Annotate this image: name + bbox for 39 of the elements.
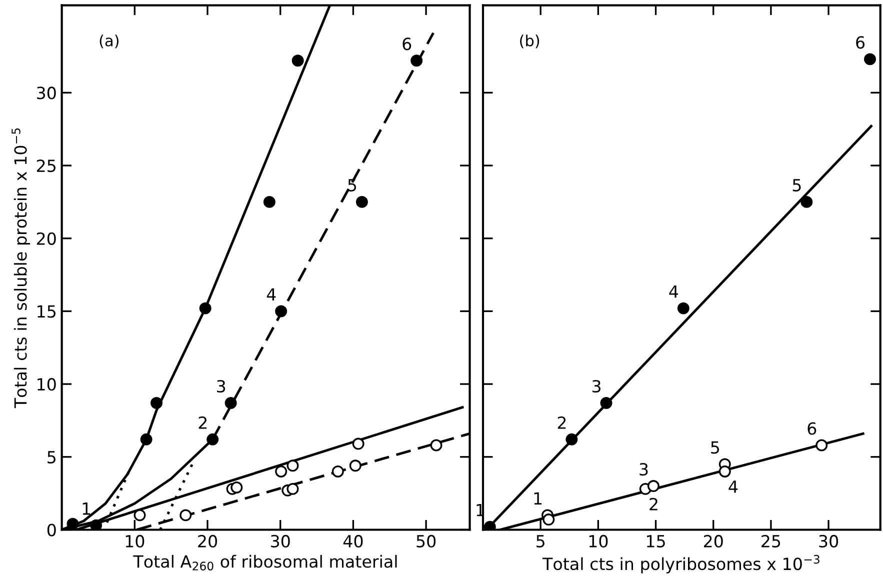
x-tick-label: 30 bbox=[819, 534, 838, 548]
annotation: 3 bbox=[592, 380, 600, 393]
x-axis-title: Total cts in polyribosomes x 10$^{−3}$ bbox=[542, 554, 820, 574]
y-tick-label: 10 bbox=[38, 378, 56, 391]
annotation: 6 bbox=[856, 36, 865, 49]
x-tick-label: 5 bbox=[536, 535, 544, 548]
annotation: 4 bbox=[728, 480, 738, 493]
y-tick-label: 30 bbox=[37, 86, 56, 100]
x-tick-label: 20 bbox=[198, 534, 217, 548]
annotation: 6 bbox=[402, 38, 412, 50]
annotation: 1 bbox=[534, 492, 542, 504]
x-tick-label: 10 bbox=[126, 534, 144, 548]
annotation: 4 bbox=[669, 285, 678, 298]
y-axis-title: Total cts in soluble protein x 10$^{−5}$ bbox=[12, 128, 30, 408]
y-tick-label: 15 bbox=[38, 305, 56, 318]
annotation: 3 bbox=[640, 462, 648, 476]
text: (b) bbox=[520, 34, 540, 48]
x-tick-label: 40 bbox=[343, 534, 363, 548]
x-tick-label: 15 bbox=[646, 535, 665, 548]
y-tick-label: 5 bbox=[48, 451, 56, 464]
annotation: 2 bbox=[558, 416, 566, 429]
x-tick-label: 50 bbox=[416, 534, 436, 548]
text: (a) bbox=[100, 34, 118, 48]
x-tick-label: 25 bbox=[762, 534, 780, 548]
x-tick-label: 10 bbox=[589, 534, 608, 548]
annotation: 5 bbox=[711, 441, 719, 454]
annotation: 2 bbox=[198, 416, 207, 429]
x-tick-label: 30 bbox=[271, 534, 290, 548]
annotation: 2 bbox=[650, 498, 658, 510]
y-tick-label: 20 bbox=[36, 232, 56, 245]
annotation: 3 bbox=[217, 380, 226, 393]
x-tick-label: 20 bbox=[704, 534, 723, 548]
annotation: 1 bbox=[82, 502, 90, 515]
y-tick-label: 0 bbox=[47, 524, 56, 536]
annotation: 4 bbox=[266, 288, 276, 301]
annotation: 6 bbox=[808, 422, 816, 435]
x-axis-title: Total A$_{260}$ of ribosomal material bbox=[133, 554, 397, 570]
annotation: 5 bbox=[792, 179, 801, 192]
y-tick-label: 25 bbox=[36, 159, 56, 172]
